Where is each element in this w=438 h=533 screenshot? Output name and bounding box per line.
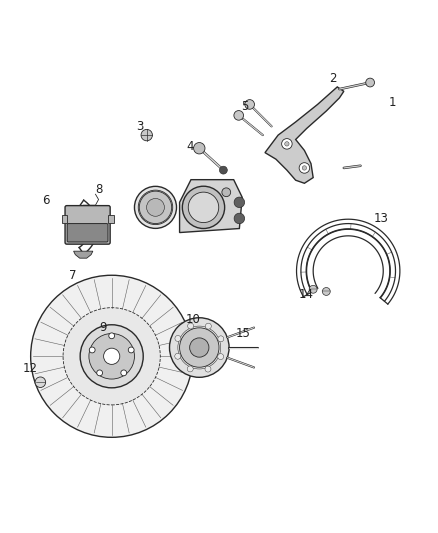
Text: 13: 13	[374, 212, 389, 225]
Circle shape	[188, 192, 219, 223]
Circle shape	[170, 318, 229, 377]
Circle shape	[282, 139, 292, 149]
Text: 3: 3	[137, 120, 144, 133]
Circle shape	[234, 110, 244, 120]
Text: 1: 1	[388, 96, 396, 109]
Text: 4: 4	[187, 140, 194, 152]
Circle shape	[219, 166, 227, 174]
Circle shape	[175, 335, 181, 342]
Text: 9: 9	[99, 321, 107, 334]
Circle shape	[322, 287, 330, 295]
Circle shape	[218, 336, 224, 342]
Circle shape	[302, 166, 307, 170]
Circle shape	[222, 188, 231, 197]
Circle shape	[138, 190, 173, 224]
Circle shape	[109, 333, 115, 338]
Circle shape	[245, 100, 254, 109]
Polygon shape	[265, 87, 344, 183]
Circle shape	[147, 198, 164, 216]
Circle shape	[218, 353, 224, 360]
Circle shape	[63, 308, 160, 405]
FancyBboxPatch shape	[67, 223, 108, 242]
Circle shape	[194, 142, 205, 154]
FancyBboxPatch shape	[65, 206, 110, 244]
Polygon shape	[74, 251, 93, 258]
Circle shape	[180, 328, 219, 367]
Text: 6: 6	[42, 195, 50, 207]
Circle shape	[234, 197, 244, 207]
Text: 5: 5	[242, 100, 249, 113]
Circle shape	[35, 377, 46, 387]
Circle shape	[190, 338, 209, 357]
Circle shape	[187, 366, 193, 372]
Circle shape	[141, 130, 152, 141]
Circle shape	[205, 323, 212, 329]
Circle shape	[182, 186, 225, 229]
Circle shape	[299, 163, 310, 173]
Circle shape	[187, 323, 194, 329]
Circle shape	[103, 348, 120, 365]
Circle shape	[80, 325, 143, 388]
Text: 8: 8	[95, 183, 102, 196]
Text: 14: 14	[299, 288, 314, 302]
Text: 15: 15	[236, 327, 251, 340]
Polygon shape	[180, 180, 242, 232]
Text: 2: 2	[329, 71, 337, 85]
Circle shape	[175, 353, 181, 359]
Circle shape	[366, 78, 374, 87]
Circle shape	[205, 366, 211, 372]
Circle shape	[31, 275, 193, 437]
Circle shape	[234, 213, 244, 224]
Polygon shape	[109, 215, 114, 223]
Circle shape	[139, 191, 172, 223]
Text: 7: 7	[68, 269, 76, 282]
Circle shape	[89, 347, 95, 353]
Circle shape	[97, 370, 102, 376]
Polygon shape	[61, 215, 67, 223]
Circle shape	[128, 347, 134, 353]
Text: 10: 10	[185, 312, 200, 326]
Circle shape	[89, 334, 134, 379]
Circle shape	[134, 187, 177, 229]
Circle shape	[121, 370, 127, 376]
Text: 12: 12	[22, 361, 37, 375]
Circle shape	[309, 285, 317, 293]
Circle shape	[285, 142, 289, 146]
